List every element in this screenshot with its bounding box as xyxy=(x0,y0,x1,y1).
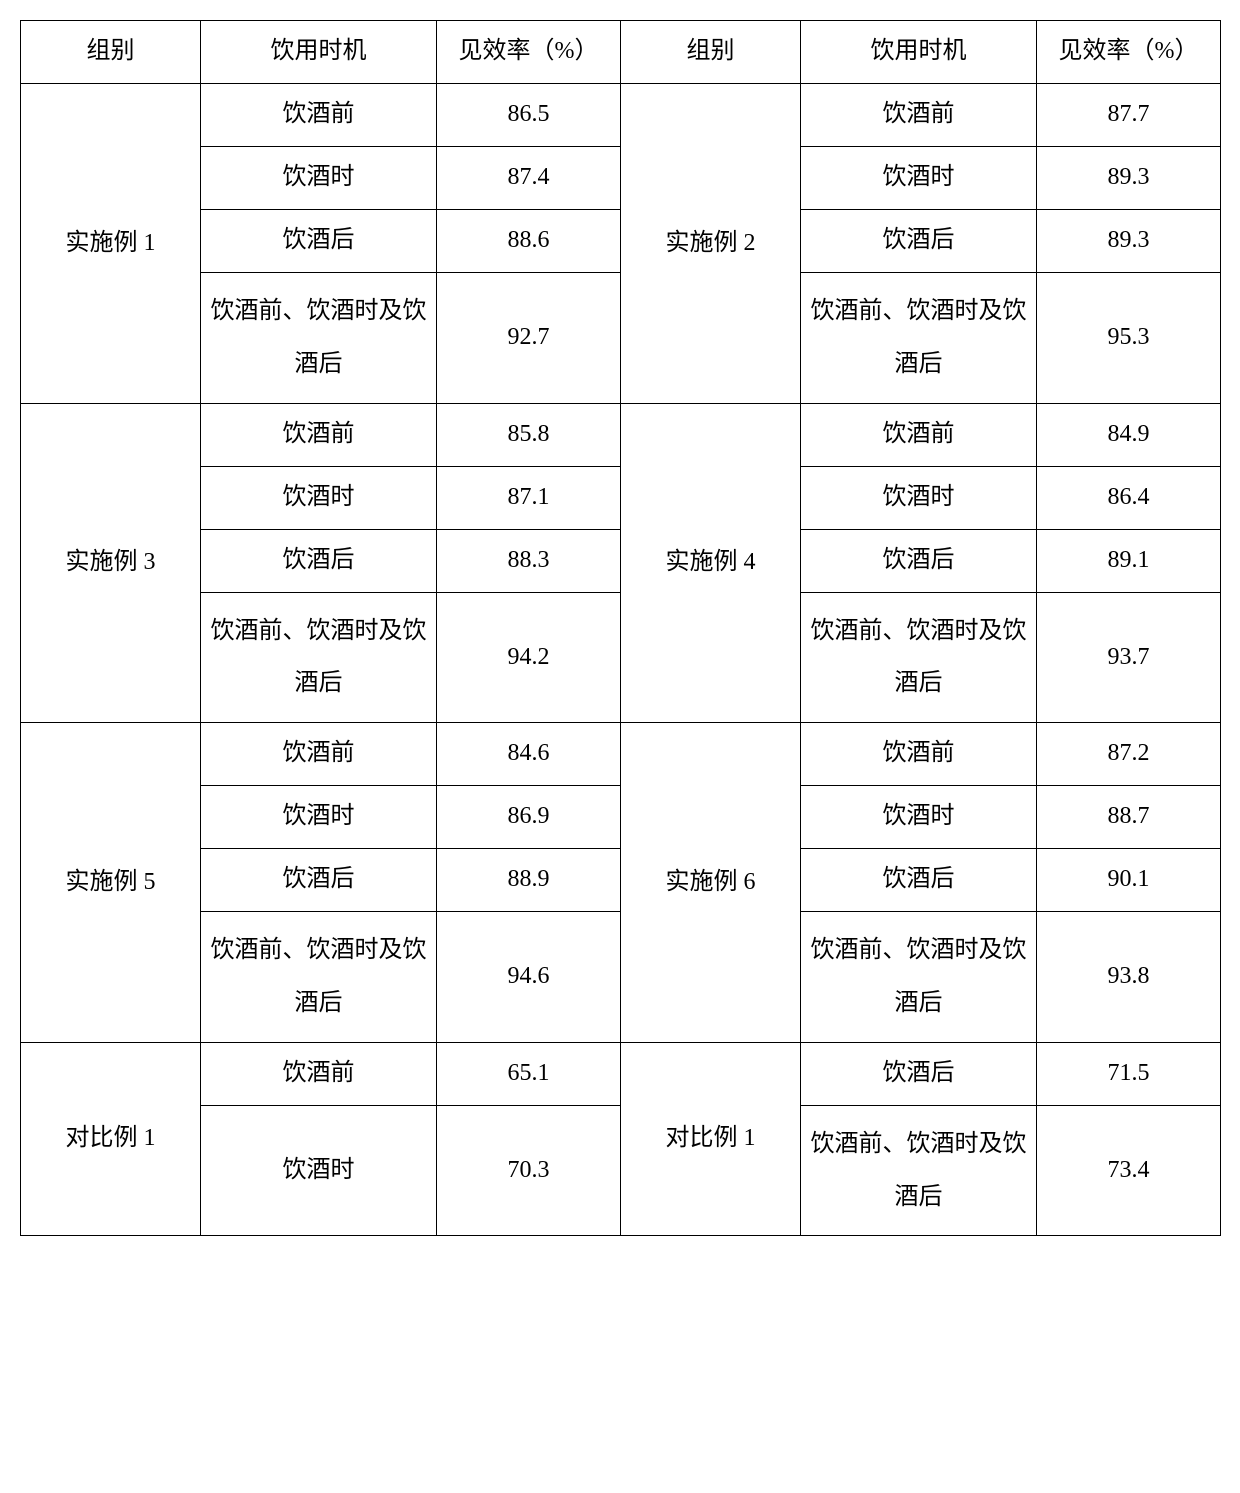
rate-cell: 93.7 xyxy=(1037,592,1221,723)
timing-cell: 饮酒时 xyxy=(801,786,1037,849)
rate-cell: 84.9 xyxy=(1037,403,1221,466)
table-header-row: 组别 饮用时机 见效率（%） 组别 饮用时机 见效率（%） xyxy=(21,21,1221,84)
timing-cell: 饮酒前 xyxy=(201,723,437,786)
timing-cell: 饮酒时 xyxy=(801,466,1037,529)
efficacy-table: 组别 饮用时机 见效率（%） 组别 饮用时机 见效率（%） 实施例 1 饮酒前 … xyxy=(20,20,1221,1236)
col-header-group-left: 组别 xyxy=(21,21,201,84)
rate-cell: 87.4 xyxy=(437,147,621,210)
group-cell: 对比例 1 xyxy=(621,1042,801,1236)
rate-cell: 71.5 xyxy=(1037,1042,1221,1105)
rate-cell: 87.7 xyxy=(1037,84,1221,147)
timing-cell: 饮酒前、饮酒时及饮酒后 xyxy=(201,273,437,404)
group-cell: 实施例 6 xyxy=(621,723,801,1043)
rate-cell: 86.5 xyxy=(437,84,621,147)
timing-cell: 饮酒前、饮酒时及饮酒后 xyxy=(201,912,437,1043)
timing-cell: 饮酒前、饮酒时及饮酒后 xyxy=(801,1105,1037,1236)
group-cell: 实施例 3 xyxy=(21,403,201,723)
rate-cell: 90.1 xyxy=(1037,849,1221,912)
rate-cell: 89.1 xyxy=(1037,529,1221,592)
rate-cell: 87.1 xyxy=(437,466,621,529)
group-cell: 实施例 4 xyxy=(621,403,801,723)
rate-cell: 94.2 xyxy=(437,592,621,723)
group-cell: 对比例 1 xyxy=(21,1042,201,1236)
timing-cell: 饮酒时 xyxy=(201,466,437,529)
timing-cell: 饮酒前 xyxy=(801,403,1037,466)
col-header-group-right: 组别 xyxy=(621,21,801,84)
timing-cell: 饮酒时 xyxy=(801,147,1037,210)
timing-cell: 饮酒后 xyxy=(201,529,437,592)
timing-cell: 饮酒前、饮酒时及饮酒后 xyxy=(801,273,1037,404)
timing-cell: 饮酒前 xyxy=(201,84,437,147)
timing-cell: 饮酒前 xyxy=(201,1042,437,1105)
timing-cell: 饮酒后 xyxy=(801,1042,1037,1105)
timing-cell: 饮酒前、饮酒时及饮酒后 xyxy=(201,592,437,723)
timing-cell: 饮酒时 xyxy=(201,786,437,849)
group-cell: 实施例 5 xyxy=(21,723,201,1043)
timing-cell: 饮酒前 xyxy=(201,403,437,466)
group-cell: 实施例 2 xyxy=(621,84,801,404)
rate-cell: 88.6 xyxy=(437,210,621,273)
timing-cell: 饮酒时 xyxy=(201,147,437,210)
table-row: 对比例 1 饮酒前 65.1 对比例 1 饮酒后 71.5 xyxy=(21,1042,1221,1105)
group-cell: 实施例 1 xyxy=(21,84,201,404)
table-row: 实施例 5 饮酒前 84.6 实施例 6 饮酒前 87.2 xyxy=(21,723,1221,786)
rate-cell: 88.9 xyxy=(437,849,621,912)
timing-cell: 饮酒前、饮酒时及饮酒后 xyxy=(801,592,1037,723)
rate-cell: 65.1 xyxy=(437,1042,621,1105)
table-row: 实施例 3 饮酒前 85.8 实施例 4 饮酒前 84.9 xyxy=(21,403,1221,466)
timing-cell: 饮酒时 xyxy=(201,1105,437,1236)
rate-cell: 86.9 xyxy=(437,786,621,849)
rate-cell: 88.7 xyxy=(1037,786,1221,849)
col-header-rate-right: 见效率（%） xyxy=(1037,21,1221,84)
rate-cell: 86.4 xyxy=(1037,466,1221,529)
timing-cell: 饮酒前 xyxy=(801,723,1037,786)
timing-cell: 饮酒后 xyxy=(801,529,1037,592)
timing-cell: 饮酒前、饮酒时及饮酒后 xyxy=(801,912,1037,1043)
rate-cell: 87.2 xyxy=(1037,723,1221,786)
rate-cell: 89.3 xyxy=(1037,210,1221,273)
rate-cell: 92.7 xyxy=(437,273,621,404)
col-header-timing-left: 饮用时机 xyxy=(201,21,437,84)
col-header-rate-left: 见效率（%） xyxy=(437,21,621,84)
rate-cell: 88.3 xyxy=(437,529,621,592)
rate-cell: 73.4 xyxy=(1037,1105,1221,1236)
timing-cell: 饮酒前 xyxy=(801,84,1037,147)
rate-cell: 84.6 xyxy=(437,723,621,786)
rate-cell: 95.3 xyxy=(1037,273,1221,404)
table-row: 实施例 1 饮酒前 86.5 实施例 2 饮酒前 87.7 xyxy=(21,84,1221,147)
rate-cell: 94.6 xyxy=(437,912,621,1043)
timing-cell: 饮酒后 xyxy=(201,210,437,273)
rate-cell: 85.8 xyxy=(437,403,621,466)
rate-cell: 70.3 xyxy=(437,1105,621,1236)
rate-cell: 89.3 xyxy=(1037,147,1221,210)
col-header-timing-right: 饮用时机 xyxy=(801,21,1037,84)
rate-cell: 93.8 xyxy=(1037,912,1221,1043)
timing-cell: 饮酒后 xyxy=(801,849,1037,912)
timing-cell: 饮酒后 xyxy=(801,210,1037,273)
timing-cell: 饮酒后 xyxy=(201,849,437,912)
